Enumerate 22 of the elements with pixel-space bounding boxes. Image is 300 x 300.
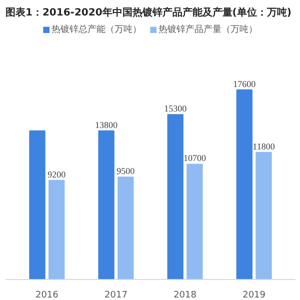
data-label: 11800	[252, 141, 276, 152]
legend-label: 热镀锌总产能（万吨）	[52, 24, 142, 36]
bar	[29, 130, 46, 280]
data-label: 9500	[116, 166, 136, 176]
bar	[186, 164, 203, 280]
bar	[118, 176, 134, 280]
data-label: 13800	[95, 120, 118, 130]
data-label: 15300	[164, 104, 188, 114]
bar	[167, 114, 184, 280]
data-label: 10700	[183, 153, 206, 164]
bar	[256, 152, 272, 280]
data-label: 9200	[48, 169, 66, 180]
legend-label: 热镀锌产品产量（万吨）	[158, 24, 258, 36]
bar	[48, 180, 65, 280]
x-tick-label: 2019	[242, 290, 266, 300]
data-label: 17600	[233, 78, 256, 89]
chart-title: 图表1：2016-2020年中国热镀锌产品产能及产量(单位：万吨)	[6, 6, 292, 18]
x-tick-label: 2016	[35, 290, 59, 300]
bar	[236, 89, 252, 280]
x-tick-label: 2018	[174, 290, 197, 300]
x-tick-label: 2017	[104, 290, 128, 300]
bar	[98, 130, 114, 280]
